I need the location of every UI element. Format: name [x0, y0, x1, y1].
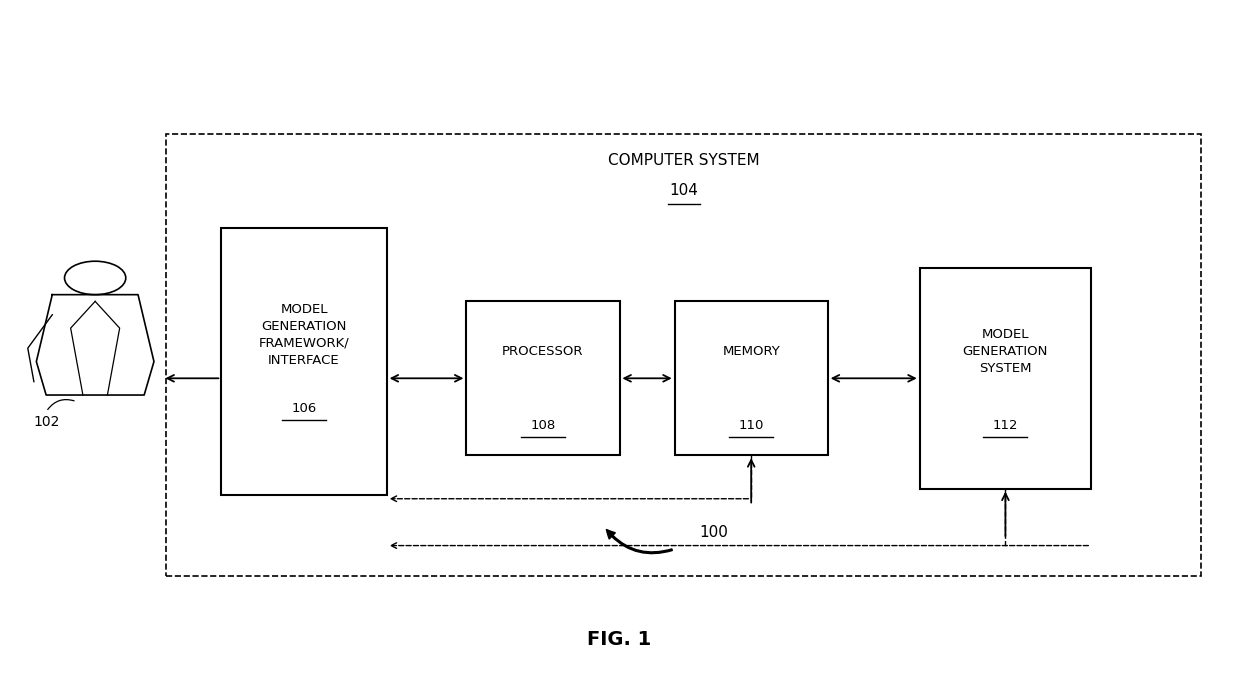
Text: FIG. 1: FIG. 1	[587, 630, 652, 649]
Text: 112: 112	[992, 419, 1018, 432]
FancyArrowPatch shape	[48, 400, 74, 410]
Text: 110: 110	[738, 419, 764, 432]
FancyBboxPatch shape	[222, 227, 387, 495]
FancyBboxPatch shape	[466, 301, 620, 456]
Text: 100: 100	[699, 525, 729, 540]
Text: MODEL
GENERATION
SYSTEM: MODEL GENERATION SYSTEM	[963, 328, 1048, 375]
Circle shape	[64, 261, 126, 294]
FancyBboxPatch shape	[166, 134, 1202, 576]
Text: PROCESSOR: PROCESSOR	[502, 345, 584, 358]
Text: MEMORY: MEMORY	[722, 345, 781, 358]
Text: MODEL
GENERATION
FRAMEWORK/
INTERFACE: MODEL GENERATION FRAMEWORK/ INTERFACE	[259, 303, 349, 367]
FancyBboxPatch shape	[674, 301, 828, 456]
FancyArrowPatch shape	[607, 530, 673, 553]
Text: COMPUTER SYSTEM: COMPUTER SYSTEM	[608, 154, 760, 168]
Text: 106: 106	[291, 402, 317, 415]
FancyBboxPatch shape	[919, 268, 1092, 489]
Text: 104: 104	[669, 184, 699, 199]
Text: 108: 108	[530, 419, 555, 432]
Text: 102: 102	[33, 415, 59, 429]
